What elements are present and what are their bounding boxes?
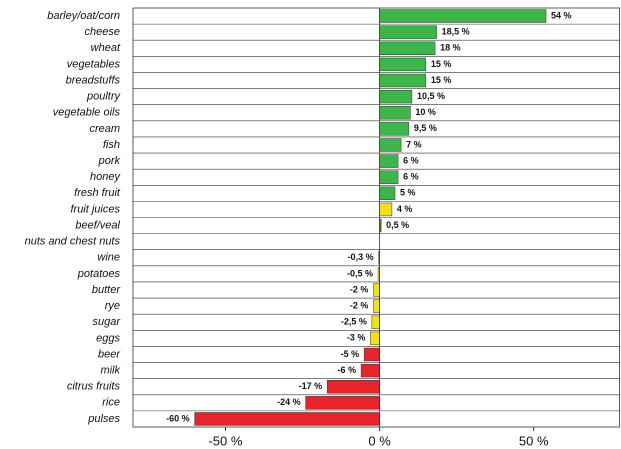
category-label: butter — [92, 284, 121, 296]
bar — [194, 412, 380, 426]
bar — [370, 331, 380, 346]
value-label: -2 % — [350, 284, 369, 294]
category-label: honey — [90, 171, 121, 183]
bar — [363, 347, 380, 362]
bar — [379, 57, 427, 72]
bar — [373, 283, 380, 297]
category-label: cream — [89, 123, 120, 135]
value-label: 5 % — [400, 188, 416, 198]
bar — [379, 154, 399, 168]
x-tick-label: -50 % — [208, 433, 242, 448]
value-label: 0,5 % — [386, 220, 409, 230]
category-label: barley/oat/corn — [47, 10, 120, 22]
value-label: 7 % — [406, 139, 422, 149]
bar — [379, 138, 402, 152]
category-label: rice — [102, 397, 120, 409]
value-label: 15 % — [431, 59, 452, 69]
bar — [326, 380, 380, 394]
bar — [373, 299, 380, 313]
category-label: citrus fruits — [67, 381, 121, 393]
category-label: nuts and chest nuts — [25, 236, 121, 248]
bar — [379, 41, 436, 55]
value-label: -0,3 % — [348, 252, 374, 262]
value-label: 6 % — [403, 155, 419, 165]
bar — [379, 202, 393, 217]
value-label: -2 % — [350, 301, 369, 311]
category-label: eggs — [96, 332, 120, 344]
category-label: cheese — [85, 26, 120, 38]
value-label: 9,5 % — [414, 123, 437, 133]
value-label: 18,5 % — [442, 27, 470, 37]
value-label: 4 % — [397, 204, 413, 214]
value-label: -0,5 % — [347, 268, 373, 278]
value-label: -60 % — [166, 413, 190, 423]
value-label: -3 % — [347, 333, 366, 343]
value-label: 10 % — [415, 107, 436, 117]
value-label: 54 % — [551, 10, 572, 20]
bar — [379, 170, 399, 184]
x-tick-label: 50 % — [519, 433, 549, 448]
category-label: vegetable oils — [53, 107, 121, 119]
category-label: pulses — [87, 413, 120, 425]
category-label: fruit juices — [70, 203, 120, 215]
x-tick-label: 0 % — [368, 433, 391, 448]
value-label: 10,5 % — [417, 91, 445, 101]
value-label: -2,5 % — [341, 317, 367, 327]
category-label: fish — [103, 139, 120, 151]
category-label: sugar — [92, 316, 121, 328]
category-label: wine — [97, 252, 120, 264]
bar — [360, 363, 380, 378]
category-label: pork — [98, 155, 121, 167]
value-label: 18 % — [440, 43, 461, 53]
bar — [379, 186, 396, 201]
category-label: breadstuffs — [66, 74, 121, 86]
value-label: -24 % — [277, 397, 301, 407]
value-label: 6 % — [403, 172, 419, 182]
value-label: -5 % — [341, 349, 360, 359]
bar — [379, 122, 410, 136]
value-label: -6 % — [338, 365, 357, 375]
bar — [305, 396, 380, 410]
value-label: 15 % — [431, 75, 452, 85]
bar — [379, 89, 413, 104]
bar — [379, 9, 547, 23]
category-label: potatoes — [77, 268, 121, 280]
category-label: fresh fruit — [74, 187, 121, 199]
category-label: wheat — [91, 42, 121, 54]
bar — [379, 106, 411, 120]
bar — [371, 315, 380, 329]
category-label: poultry — [86, 91, 122, 103]
category-label: milk — [100, 365, 120, 377]
bar — [379, 73, 427, 88]
category-label: beef/veal — [75, 219, 120, 231]
value-label: -17 % — [299, 381, 323, 391]
category-label: vegetables — [67, 58, 121, 70]
bar — [379, 25, 437, 39]
category-label: rye — [105, 300, 120, 312]
category-label: beer — [98, 348, 121, 360]
